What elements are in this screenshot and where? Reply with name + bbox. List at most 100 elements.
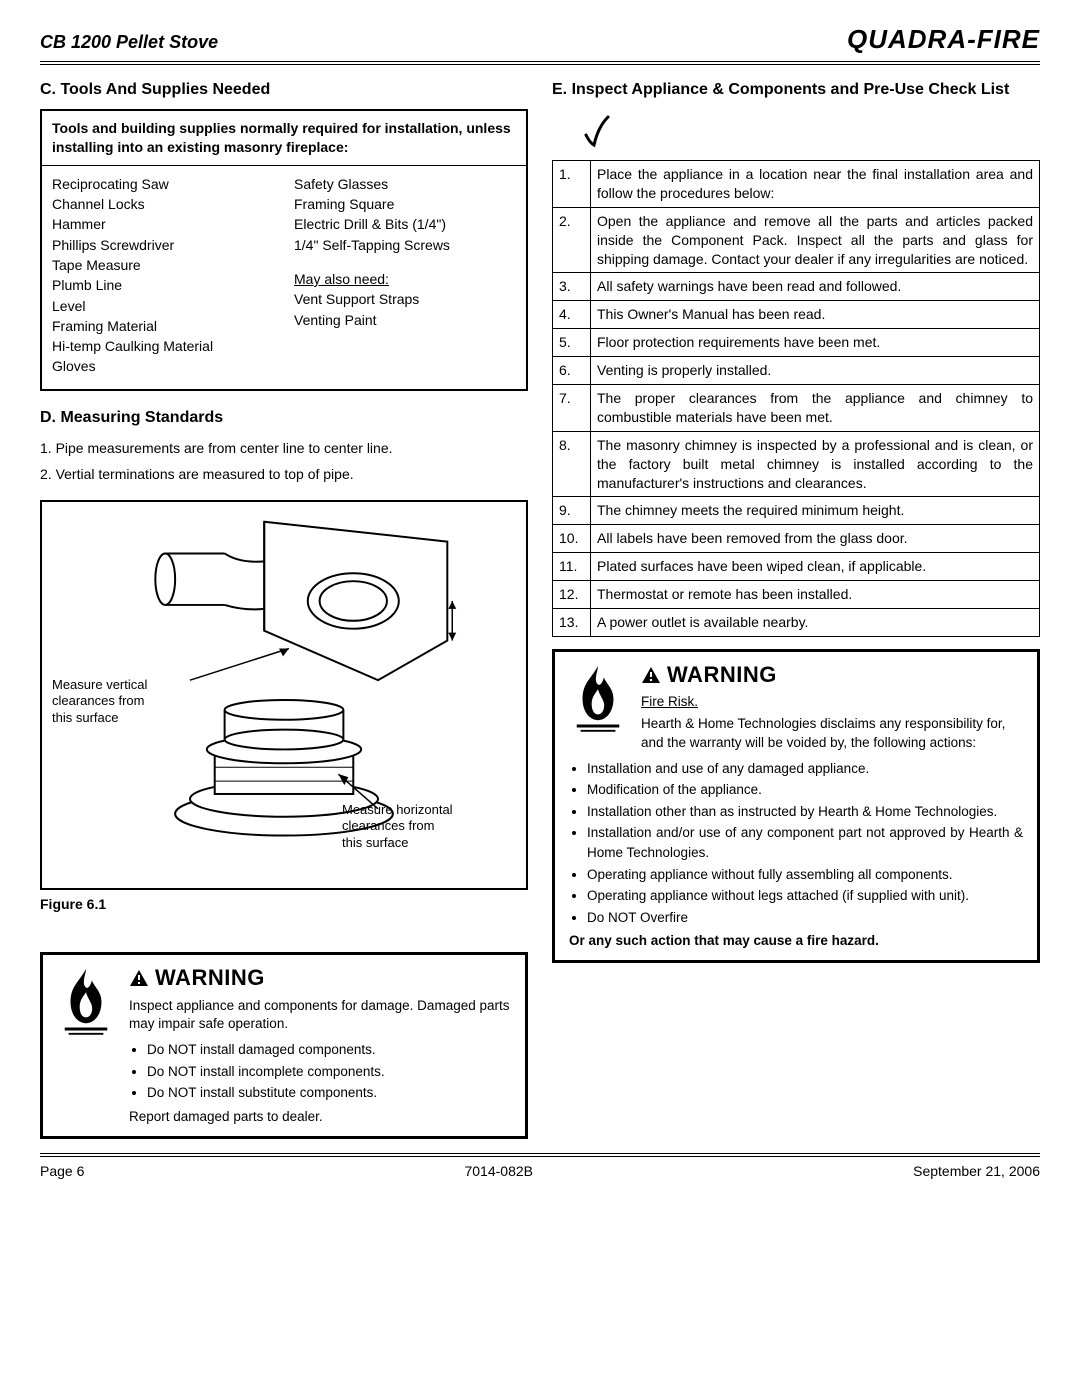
warning-title: WARNING [667, 662, 777, 688]
warning-bullet: Do NOT install substitute components. [147, 1083, 511, 1103]
checklist-row: 6.Venting is properly installed. [553, 357, 1040, 385]
checklist-text: All labels have been removed from the gl… [591, 525, 1040, 553]
tool-item: Venting Paint [294, 310, 516, 330]
checklist-number: 1. [553, 161, 591, 208]
tools-box: Tools and building supplies normally req… [40, 109, 528, 391]
warning-box-right: WARNING Fire Risk. Hearth & Home Technol… [552, 649, 1040, 963]
checklist-row: 10.All labels have been removed from the… [553, 525, 1040, 553]
tool-item: Hammer [52, 214, 274, 234]
figure-box: Measure vertical clearances from this su… [40, 500, 528, 890]
checklist-row: 12.Thermostat or remote has been install… [553, 581, 1040, 609]
flame-icon [57, 965, 115, 1035]
page-number: Page 6 [40, 1163, 84, 1179]
figure-label-horizontal: Measure horizontal clearances from this … [342, 802, 453, 853]
checklist-text: All safety warnings have been read and f… [591, 273, 1040, 301]
checklist-number: 5. [553, 329, 591, 357]
tool-item: 1/4" Self-Tapping Screws [294, 235, 516, 255]
tools-box-header: Tools and building supplies normally req… [42, 111, 526, 166]
checklist-text: Place the appliance in a location near t… [591, 161, 1040, 208]
warning-header: WARNING [641, 662, 1023, 688]
left-column: C. Tools And Supplies Needed Tools and b… [40, 77, 528, 1139]
checklist-text: Venting is properly installed. [591, 357, 1040, 385]
alert-triangle-icon [641, 666, 661, 684]
tool-item: Reciprocating Saw [52, 174, 274, 194]
doc-date: September 21, 2006 [913, 1163, 1040, 1179]
warning-header: WARNING [129, 965, 511, 991]
may-also-need-label: May also need: [294, 269, 516, 289]
page: CB 1200 Pellet Stove QUADRA-FIRE C. Tool… [0, 0, 1080, 1199]
checklist-number: 10. [553, 525, 591, 553]
checklist-text: The chimney meets the required minimum h… [591, 497, 1040, 525]
checklist-number: 6. [553, 357, 591, 385]
warning-bullet: Modification of the appliance. [587, 780, 1023, 800]
checklist-number: 11. [553, 553, 591, 581]
tool-item: Vent Support Straps [294, 289, 516, 309]
checklist-row: 11.Plated surfaces have been wiped clean… [553, 553, 1040, 581]
right-column: E. Inspect Appliance & Components and Pr… [552, 77, 1040, 1139]
checklist-number: 8. [553, 431, 591, 497]
checklist-text: The masonry chimney is inspected by a pr… [591, 431, 1040, 497]
tool-item: Channel Locks [52, 194, 274, 214]
brand-logo: QUADRA-FIRE [847, 24, 1040, 55]
checklist-number: 12. [553, 581, 591, 609]
warning-bullet: Do NOT install damaged components. [147, 1040, 511, 1060]
doc-number: 7014-082B [464, 1163, 533, 1179]
checklist-text: A power outlet is available nearby. [591, 609, 1040, 637]
checklist-text: Thermostat or remote has been installed. [591, 581, 1040, 609]
tool-item: Tape Measure [52, 255, 274, 275]
checklist-number: 2. [553, 207, 591, 273]
checklist-number: 3. [553, 273, 591, 301]
warning-bullet: Operating appliance without fully assemb… [587, 865, 1023, 885]
flame-icon [569, 662, 627, 732]
checklist-row: 2.Open the appliance and remove all the … [553, 207, 1040, 273]
tool-item: Plumb Line [52, 275, 274, 295]
warning-bullet: Installation and/or use of any component… [587, 823, 1023, 862]
page-header: CB 1200 Pellet Stove QUADRA-FIRE [40, 24, 1040, 65]
tool-item: Hi-temp Caulking Material [52, 336, 274, 356]
checklist-row: 7.The proper clearances from the applian… [553, 385, 1040, 432]
figure-caption: Figure 6.1 [40, 896, 528, 912]
tool-item: Level [52, 296, 274, 316]
main-columns: C. Tools And Supplies Needed Tools and b… [40, 77, 1040, 1139]
warning-foot: Report damaged parts to dealer. [129, 1109, 511, 1124]
spacer [294, 255, 516, 269]
page-footer: Page 6 7014-082B September 21, 2006 [40, 1153, 1040, 1179]
checkmark-icon [582, 113, 612, 149]
tools-body: Reciprocating Saw Channel Locks Hammer P… [42, 166, 526, 389]
tools-left-col: Reciprocating Saw Channel Locks Hammer P… [52, 174, 274, 377]
section-c-heading: C. Tools And Supplies Needed [40, 81, 528, 99]
checklist-text: Floor protection requirements have been … [591, 329, 1040, 357]
checklist-number: 13. [553, 609, 591, 637]
checklist-text: Open the appliance and remove all the pa… [591, 207, 1040, 273]
tool-item: Gloves [52, 356, 274, 376]
checklist-row: 8.The masonry chimney is inspected by a … [553, 431, 1040, 497]
warning-bullet: Installation and use of any damaged appl… [587, 759, 1023, 779]
warning-bullet: Do NOT Overfire [587, 908, 1023, 928]
tool-item: Phillips Screwdriver [52, 235, 274, 255]
checklist-row: 5.Floor protection requirements have bee… [553, 329, 1040, 357]
checklist-number: 7. [553, 385, 591, 432]
product-title: CB 1200 Pellet Stove [40, 32, 218, 53]
warning-title: WARNING [155, 965, 265, 991]
tool-item: Safety Glasses [294, 174, 516, 194]
alert-triangle-icon [129, 969, 149, 987]
checklist-table: 1.Place the appliance in a location near… [552, 160, 1040, 637]
tools-right-col: Safety Glasses Framing Square Electric D… [294, 174, 516, 377]
measuring-item: 2. Vertial terminations are measured to … [40, 463, 528, 485]
section-d-heading: D. Measuring Standards [40, 409, 528, 427]
warning-intro: Hearth & Home Technologies disclaims any… [641, 715, 1023, 753]
warning-intro: Inspect appliance and components for dam… [129, 997, 511, 1035]
warning-bullet: Do NOT install incomplete components. [147, 1062, 511, 1082]
section-e-heading: E. Inspect Appliance & Components and Pr… [552, 81, 1040, 99]
fire-risk-label: Fire Risk. [641, 694, 1023, 709]
checklist-text: This Owner's Manual has been read. [591, 301, 1040, 329]
measuring-list: 1. Pipe measurements are from center lin… [40, 437, 528, 486]
checklist-row: 1.Place the appliance in a location near… [553, 161, 1040, 208]
tool-item: Framing Material [52, 316, 274, 336]
measuring-item: 1. Pipe measurements are from center lin… [40, 437, 528, 459]
warning-foot: Or any such action that may cause a fire… [569, 933, 1023, 948]
warning-bullets: Do NOT install damaged components. Do NO… [129, 1040, 511, 1103]
warning-bullets: Installation and use of any damaged appl… [569, 759, 1023, 928]
checklist-row: 9.The chimney meets the required minimum… [553, 497, 1040, 525]
checklist-row: 4.This Owner's Manual has been read. [553, 301, 1040, 329]
